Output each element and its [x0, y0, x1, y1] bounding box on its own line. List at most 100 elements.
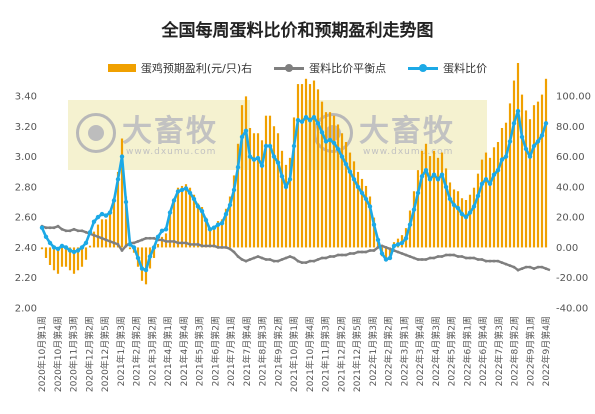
ratio-point: [271, 154, 277, 159]
profit-bar: [480, 159, 484, 248]
profit-bar: [460, 198, 464, 248]
breakeven-point: [504, 262, 508, 266]
x-tick-label: 2021年9月第2周: [272, 316, 284, 386]
ratio-point: [143, 267, 149, 273]
profit-bar: [416, 170, 420, 248]
ratio-point: [203, 218, 209, 223]
y-right-tick-label: 40.00: [556, 182, 585, 193]
ratio-point: [419, 174, 425, 179]
breakeven-point: [288, 255, 292, 258]
profit-bar: [68, 247, 72, 271]
y-right-tick-label: 20.00: [556, 213, 585, 224]
breakeven-point: [248, 258, 252, 261]
breakeven-point: [124, 244, 128, 248]
profit-bar: [84, 247, 88, 260]
chart-title: 全国每周蛋料比价和预期盈利走势图: [161, 21, 434, 41]
ratio-point: [471, 204, 477, 209]
profit-bar: [512, 80, 516, 248]
profit-bar: [344, 142, 348, 248]
profit-bar: [520, 94, 524, 248]
ratio-point: [335, 146, 341, 152]
ratio-point: [347, 169, 353, 174]
profit-bar: [368, 196, 372, 248]
breakeven-point: [460, 255, 464, 258]
profit-bar: [456, 191, 460, 248]
ratio-point: [199, 208, 205, 214]
x-tick-label: 2021年5月第3周: [194, 316, 206, 386]
breakeven-point: [412, 256, 416, 260]
ratio-point: [375, 237, 381, 243]
x-tick-label: 2022年7月第3周: [493, 316, 505, 386]
breakeven-point: [356, 250, 360, 254]
y-left-tick-label: 2.80: [15, 182, 37, 193]
ratio-point: [395, 242, 401, 247]
breakeven-point: [428, 256, 432, 260]
breakeven-point: [520, 267, 524, 270]
profit-bar: [172, 200, 176, 248]
breakeven-point: [60, 227, 64, 231]
profit-bar: [224, 208, 228, 248]
breakeven-point: [480, 258, 484, 261]
ratio-point: [287, 177, 293, 182]
ratio-point: [327, 137, 333, 143]
ratio-point: [363, 196, 369, 202]
profit-bar: [272, 126, 276, 248]
breakeven-point: [436, 255, 440, 258]
breakeven-point: [368, 249, 372, 252]
profit-bar: [536, 101, 540, 248]
breakeven-point: [92, 233, 96, 237]
breakeven-point: [120, 249, 124, 252]
ratio-point: [499, 157, 505, 162]
profit-bar: [152, 247, 156, 258]
breakeven-point: [144, 236, 148, 240]
ratio-point: [191, 196, 197, 202]
breakeven-point: [488, 259, 492, 263]
y-left-tick-label: 3.00: [15, 152, 37, 163]
breakeven-point: [276, 259, 280, 263]
breakeven-point: [196, 243, 200, 246]
ratio-point: [359, 190, 365, 196]
ratio-point: [223, 211, 229, 217]
breakeven-point: [500, 261, 504, 264]
ratio-point: [79, 245, 85, 250]
breakeven-point: [244, 259, 248, 263]
x-tick-label: 2022年9月第1周: [524, 316, 536, 386]
breakeven-point: [112, 241, 116, 245]
breakeven-point: [296, 259, 300, 263]
ratio-point: [235, 165, 241, 170]
ratio-point: [291, 143, 297, 149]
ratio-point: [67, 248, 73, 253]
ratio-point: [63, 245, 69, 250]
ratio-point: [391, 243, 397, 249]
breakeven-point: [100, 236, 104, 240]
breakeven-point: [132, 241, 136, 245]
ratio-point: [415, 190, 421, 196]
ratio-point: [495, 168, 501, 173]
ratio-point: [459, 211, 465, 217]
x-tick-label: 2022年6月第4周: [477, 316, 489, 386]
profit-bar: [348, 152, 352, 248]
profit-bar: [424, 143, 428, 248]
legend-label-breakeven: 蛋料比价平衡点: [309, 62, 387, 75]
y-right-tick-label: -40.00: [556, 304, 588, 315]
ratio-point: [267, 143, 273, 149]
x-tick-label: 2020年12月第2周: [83, 316, 95, 392]
ratio-point: [243, 128, 249, 133]
profit-bar: [412, 191, 416, 248]
breakeven-point: [280, 258, 284, 261]
ratio-point: [339, 154, 345, 159]
breakeven-point: [420, 258, 424, 261]
breakeven-point: [424, 258, 428, 261]
breakeven-point: [172, 240, 176, 243]
y-right-tick-label: 100.00: [556, 92, 591, 103]
breakeven-point: [180, 241, 184, 245]
ratio-point: [87, 230, 93, 235]
ratio-point: [487, 181, 493, 186]
profit-bar: [328, 112, 332, 248]
ratio-point: [103, 213, 109, 218]
breakeven-point: [232, 250, 236, 254]
breakeven-point: [184, 241, 188, 245]
x-tick-label: 2022年8月第2周: [509, 316, 521, 386]
x-tick-label: 2022年9月第4周: [540, 316, 552, 386]
